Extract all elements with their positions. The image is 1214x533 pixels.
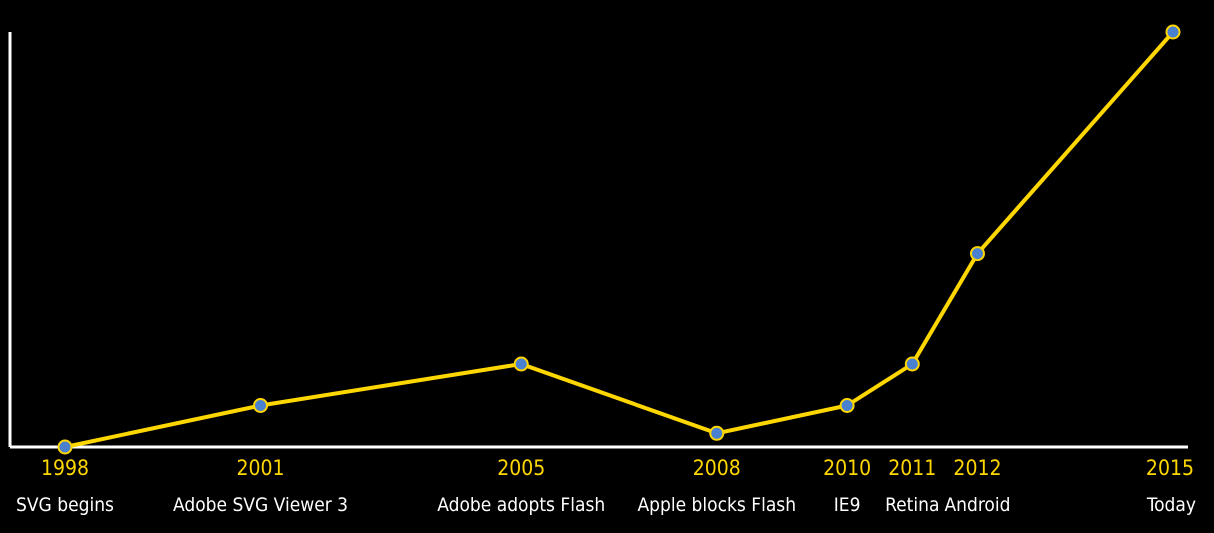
event-label-2015: Today — [1146, 494, 1196, 516]
event-label-2010: IE9 — [834, 494, 861, 516]
year-label-1998: 1998 — [41, 456, 89, 480]
event-label-1998: SVG begins — [16, 494, 114, 516]
event-label-2005: Adobe adopts Flash — [437, 494, 605, 516]
year-label-2008: 2008 — [693, 456, 741, 480]
data-point-2011 — [904, 356, 920, 372]
event-label-2011: Retina — [885, 494, 939, 516]
year-label-2005: 2005 — [497, 456, 545, 480]
year-label-2010: 2010 — [823, 456, 871, 480]
year-label-2011: 2011 — [888, 456, 936, 480]
data-point-2008 — [709, 425, 725, 441]
year-label-2001: 2001 — [236, 456, 284, 480]
x-tick-labels: 1998 2001 2005 2008 2010 2011 2012 2015 — [41, 456, 1194, 480]
data-point-1998 — [57, 439, 73, 455]
series-line — [63, 30, 1175, 449]
event-label-2001: Adobe SVG Viewer 3 — [173, 494, 348, 516]
event-label-2008: Apple blocks Flash — [637, 494, 796, 516]
event-annotations: SVG begins Adobe SVG Viewer 3 Adobe adopts… — [16, 494, 1196, 516]
data-point-2001 — [253, 398, 269, 413]
event-label-2012: Android — [944, 494, 1010, 516]
data-point-2012 — [969, 246, 985, 262]
year-label-2012: 2012 — [953, 456, 1001, 480]
data-points — [57, 24, 1181, 455]
data-point-2005 — [513, 356, 529, 372]
year-label-2015: 2015 — [1146, 456, 1194, 480]
data-point-2015 — [1165, 24, 1181, 40]
data-point-2010 — [839, 398, 855, 413]
